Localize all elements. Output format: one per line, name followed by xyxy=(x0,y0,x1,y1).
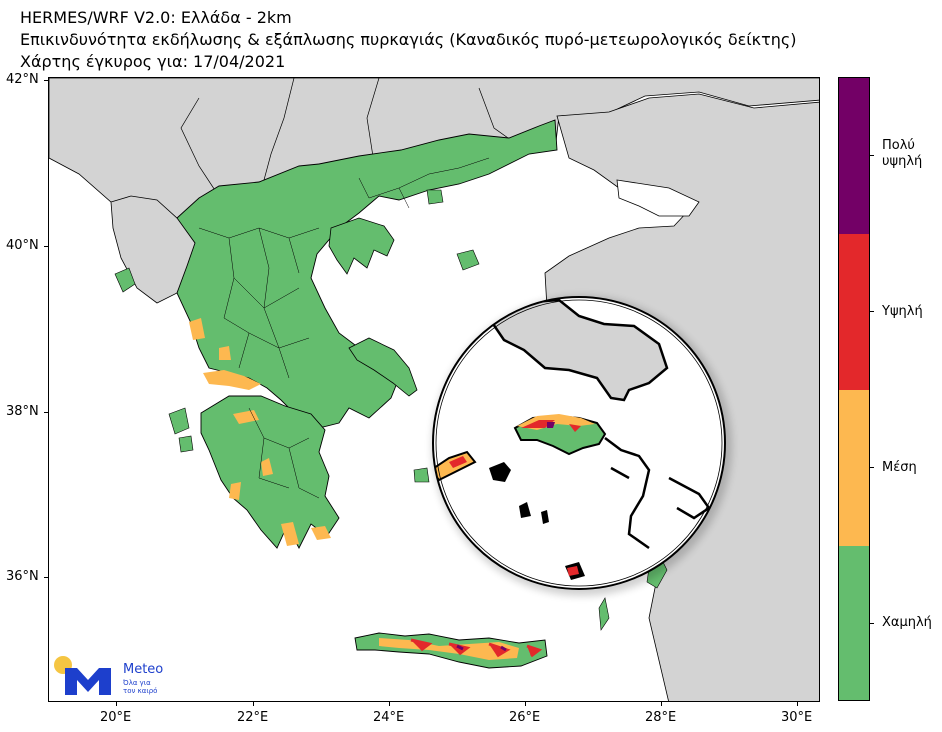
magnifier-lens xyxy=(433,297,725,589)
lon-label-22: 22°E xyxy=(237,710,269,725)
logo-tagline-line2: τον καιρό xyxy=(123,687,158,695)
kefalonia xyxy=(168,407,190,435)
mainland-medium-risk xyxy=(203,370,261,390)
colorbar-tick xyxy=(870,155,874,156)
naxos xyxy=(413,467,430,483)
chalkidiki xyxy=(328,217,395,275)
sea-of-marmara xyxy=(616,179,700,217)
lon-label-20: 20°E xyxy=(100,710,132,725)
meteo-logo xyxy=(54,656,111,695)
legend-label-high: Υψηλή xyxy=(882,304,923,319)
peloponnese-medium-risk xyxy=(229,410,331,546)
map-canvas xyxy=(49,78,819,701)
magnified-very-high xyxy=(547,422,555,428)
thasos xyxy=(426,189,444,205)
magnified-island-3 xyxy=(541,510,549,524)
lat-label-38: 38°N xyxy=(6,404,39,419)
logo-m-icon xyxy=(65,668,111,695)
country-border xyxy=(180,78,530,205)
lat-tick xyxy=(44,412,48,413)
lon-tick xyxy=(116,702,117,706)
colorbar-tick xyxy=(870,311,874,312)
colorbar-very-high xyxy=(839,78,869,234)
zakynthos xyxy=(178,435,194,453)
map-title: HERMES/WRF V2.0: Ελλάδα - 2km xyxy=(20,8,292,27)
crete-very-high-risk xyxy=(456,644,507,652)
karpathos xyxy=(598,597,610,631)
lat-tick xyxy=(44,246,48,247)
lon-tick xyxy=(389,702,390,706)
kerkyra xyxy=(114,267,136,293)
lon-label-24: 24°E xyxy=(373,710,405,725)
legend-label-low: Χαμηλή xyxy=(882,615,932,630)
lat-tick xyxy=(44,577,48,578)
crete-high-risk xyxy=(410,638,543,658)
lon-tick xyxy=(525,702,526,706)
logo-tagline: Όλα για τον καιρό xyxy=(123,679,157,695)
magnified-coast-west-high xyxy=(449,456,467,468)
magnified-island-5-risk xyxy=(567,566,579,576)
colorbar-low xyxy=(839,546,869,700)
logo-name: Meteo xyxy=(123,662,164,677)
lon-tick xyxy=(253,702,254,706)
magnified-land xyxy=(487,298,669,402)
risk-colorbar xyxy=(838,77,870,701)
lat-label-36: 36°N xyxy=(6,569,39,584)
lat-tick xyxy=(44,80,48,81)
lon-label-28: 28°E xyxy=(645,710,677,725)
map-subtitle: Επικινδυνότητα εκδήλωσης & εξάπλωσης πυρ… xyxy=(20,30,797,49)
lat-label-40: 40°N xyxy=(6,238,39,253)
magnifier-inner-ring xyxy=(435,299,723,587)
limnos xyxy=(456,249,480,271)
euboea xyxy=(348,337,418,397)
magnified-high-band xyxy=(521,420,581,432)
colorbar-high xyxy=(839,234,869,390)
colorbar-tick xyxy=(870,467,874,468)
lon-tick xyxy=(661,702,662,706)
fire-risk-map[interactable]: Meteo Όλα για τον καιρό xyxy=(48,77,820,702)
colorbar-tick xyxy=(870,623,874,624)
magnified-island-2 xyxy=(519,502,531,518)
colorbar-medium xyxy=(839,390,869,546)
map-valid-date: Χάρτης έγκυρος για: 17/04/2021 xyxy=(20,52,286,71)
crete-medium-risk xyxy=(379,638,519,660)
legend-label-medium: Μέση xyxy=(882,460,917,475)
epirus-medium-risk xyxy=(189,318,231,360)
legend-label-very-high: Πολύ υψηλή xyxy=(882,138,923,169)
logo-tagline-line1: Όλα για xyxy=(123,679,151,687)
magnifier-outer-ring xyxy=(432,296,726,590)
magnified-island-1 xyxy=(489,462,511,482)
prefecture-borders xyxy=(198,157,490,499)
lon-label-26: 26°E xyxy=(509,710,541,725)
lat-label-42: 42°N xyxy=(6,72,39,87)
lon-tick xyxy=(797,702,798,706)
lon-label-30: 30°E xyxy=(781,710,813,725)
